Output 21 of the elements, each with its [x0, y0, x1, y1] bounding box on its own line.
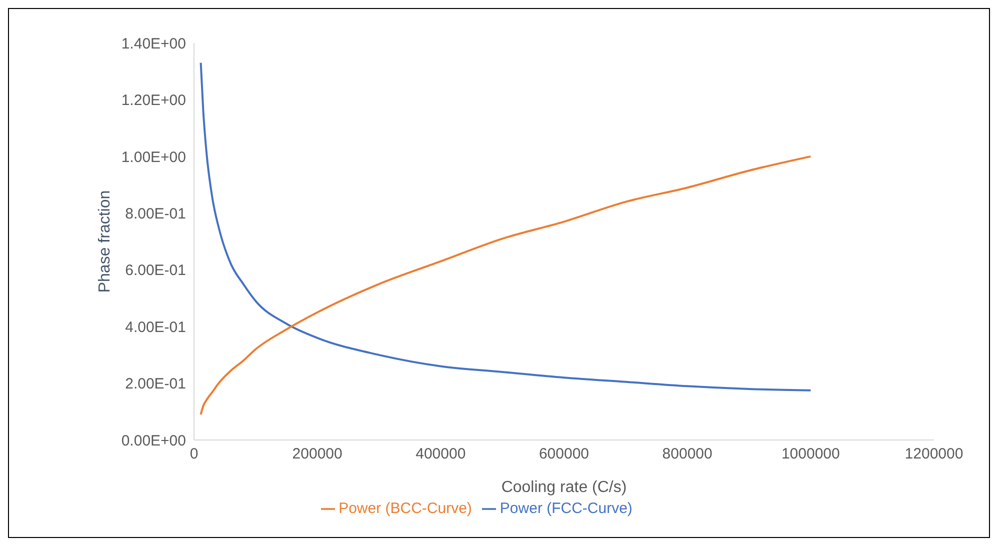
x-tick-label: 0 [190, 446, 198, 463]
y-tick-label: 4.00E-01 [125, 318, 186, 336]
y-tick-label: 6.00E-01 [125, 262, 186, 280]
y-tick-label: 8.00E-01 [125, 205, 186, 222]
legend-label: Power (BCC-Curve) [338, 500, 472, 517]
x-tick-label: 600000 [538, 446, 590, 463]
x-tick-label: 200000 [292, 446, 342, 463]
line-series [200, 155, 812, 416]
y-axis-title: Phase fraction [96, 190, 114, 293]
x-axis-title: Cooling rate (C/s) [501, 479, 627, 496]
y-tick-label: 2.00E-01 [125, 376, 186, 393]
x-tick-label: 400000 [416, 446, 466, 463]
y-tick-label: 1.40E+00 [121, 35, 186, 52]
y-tick-label: 1.00E+00 [121, 148, 186, 166]
line-series [200, 62, 812, 392]
x-tick-label: 1200000 [904, 446, 964, 463]
y-tick-label: 0.00E+00 [121, 432, 186, 450]
x-tick-label: 1000000 [781, 446, 840, 463]
x-tick-label: 800000 [662, 446, 712, 463]
legend-label: Power (FCC-Curve) [500, 500, 632, 517]
y-tick-label: 1.20E+00 [121, 92, 186, 110]
